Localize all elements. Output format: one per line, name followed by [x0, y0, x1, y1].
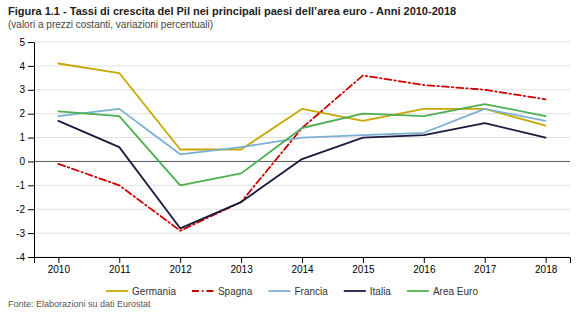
legend-label: Italia — [370, 286, 392, 297]
x-tick: 2010 — [48, 257, 71, 275]
y-tick-mark — [28, 42, 34, 43]
x-tick-label: 2010 — [48, 264, 71, 275]
y-tick-label: 0 — [19, 156, 25, 167]
y-tick-label: 4 — [19, 61, 25, 72]
series-line — [58, 121, 545, 228]
x-tick: 2015 — [352, 257, 375, 275]
x-tick-label: 2013 — [230, 264, 253, 275]
x-tick: 2017 — [474, 257, 497, 275]
x-tick: 2011 — [109, 257, 131, 275]
chart-subtitle: (valori a prezzi costanti, variazioni pe… — [8, 19, 213, 30]
y-tick-label: -2 — [16, 204, 25, 215]
text-line: (valori a prezzi costanti, variazioni pe… — [8, 19, 213, 30]
y-tick-mark — [28, 257, 34, 258]
y-tick-mark — [28, 66, 34, 67]
y-tick-label: 5 — [19, 37, 25, 48]
y-tick-mark — [28, 209, 34, 210]
grid-line — [34, 209, 570, 210]
y-tick-mark — [28, 114, 34, 115]
legend-swatch — [192, 290, 214, 292]
x-tick-mark — [485, 257, 486, 263]
x-tick-label: 2015 — [352, 264, 375, 275]
x-tick-mark — [180, 257, 181, 263]
y-tick: -3 — [16, 228, 34, 239]
chart-container: Figura 1.1 - Tassi di crescita del Pil n… — [0, 0, 584, 313]
grid-line — [34, 42, 570, 43]
grid-line — [34, 233, 570, 234]
x-tick-mark — [424, 257, 425, 263]
legend-swatch — [407, 290, 429, 292]
legend-item: Germania — [106, 286, 176, 297]
legend-label: Spagna — [218, 286, 253, 297]
y-axis-line — [28, 43, 35, 258]
x-tick-mark — [302, 257, 303, 263]
series-line — [58, 109, 545, 154]
y-tick-mark — [28, 138, 34, 139]
grid-line — [34, 65, 570, 66]
y-tick-mark — [28, 161, 34, 162]
lines — [58, 64, 545, 231]
x-tick: 2013 — [230, 257, 253, 275]
legend-swatch — [106, 290, 128, 292]
legend-label: Area Euro — [433, 286, 478, 297]
legend-item: Francia — [268, 286, 328, 297]
chart-title: Figura 1.1 - Tassi di crescita del Pil n… — [8, 5, 456, 17]
source-note: Fonte: Elaborazioni su dati Eurostat — [8, 299, 151, 309]
y-tick: 5 — [19, 37, 34, 48]
legend-item: Spagna — [192, 286, 253, 297]
x-tick-mark — [119, 257, 120, 263]
grid-line — [34, 185, 570, 186]
legend-item: Italia — [344, 286, 392, 297]
legend-label: Germania — [132, 286, 176, 297]
y-tick: -4 — [16, 252, 34, 263]
y-tick: 2 — [19, 108, 34, 119]
y-tick: 3 — [19, 84, 34, 95]
y-tick: 0 — [19, 156, 34, 167]
legend-label: Francia — [294, 286, 328, 297]
y-tick: 4 — [19, 61, 34, 72]
text-line: Figura 1.1 - Tassi di crescita del Pil n… — [8, 5, 456, 17]
x-tick-label: 2016 — [413, 264, 436, 275]
y-tick: 1 — [19, 132, 34, 143]
x-tick-label: 2012 — [170, 264, 193, 275]
y-tick: -1 — [16, 180, 34, 191]
y-tick-label: -3 — [16, 228, 25, 239]
x-tick-mark — [58, 257, 59, 263]
x-tick: 2012 — [170, 257, 193, 275]
legend-swatch — [344, 290, 366, 292]
legend: Germania Spagna Francia Italia Area Euro — [106, 286, 478, 297]
series-line — [58, 104, 545, 185]
y-tick-mark — [28, 233, 34, 234]
y-tick-label: -1 — [16, 180, 25, 191]
x-tick-label: 2018 — [535, 264, 558, 275]
y-tick-label: 1 — [19, 132, 25, 143]
x-tick-label: 2014 — [291, 264, 314, 275]
series-line — [58, 75, 545, 230]
y-tick-mark — [28, 185, 34, 186]
x-tick-mark — [546, 257, 547, 263]
x-tick-mark — [241, 257, 242, 263]
grid-line — [34, 113, 570, 114]
x-tick-label: 2017 — [474, 264, 497, 275]
plot-area: 201020112012201320142015201620172018-4-3… — [16, 37, 570, 275]
x-axis-line — [35, 258, 571, 264]
y-tick: -2 — [16, 204, 34, 215]
legend-swatch — [268, 290, 290, 292]
zero-line — [34, 161, 570, 162]
x-tick-label: 2011 — [109, 264, 131, 275]
y-tick-label: 2 — [19, 108, 25, 119]
chart-svg: Figura 1.1 - Tassi di crescita del Pil n… — [0, 0, 584, 313]
y-tick-mark — [28, 90, 34, 91]
y-axis: -4 -3 -2 -1 0 1 2 3 4 5 — [16, 37, 34, 263]
x-axis: 2010 2011 2012 2013 2014 2015 2016 2017 2018 — [35, 257, 571, 275]
x-tick-mark — [363, 257, 364, 263]
x-tick: 2014 — [291, 257, 314, 275]
y-tick-label: 3 — [19, 84, 25, 95]
x-tick: 2016 — [413, 257, 436, 275]
grid — [34, 42, 570, 257]
y-tick-label: -4 — [16, 252, 25, 263]
x-tick: 2018 — [535, 257, 558, 275]
legend-item: Area Euro — [407, 286, 478, 297]
